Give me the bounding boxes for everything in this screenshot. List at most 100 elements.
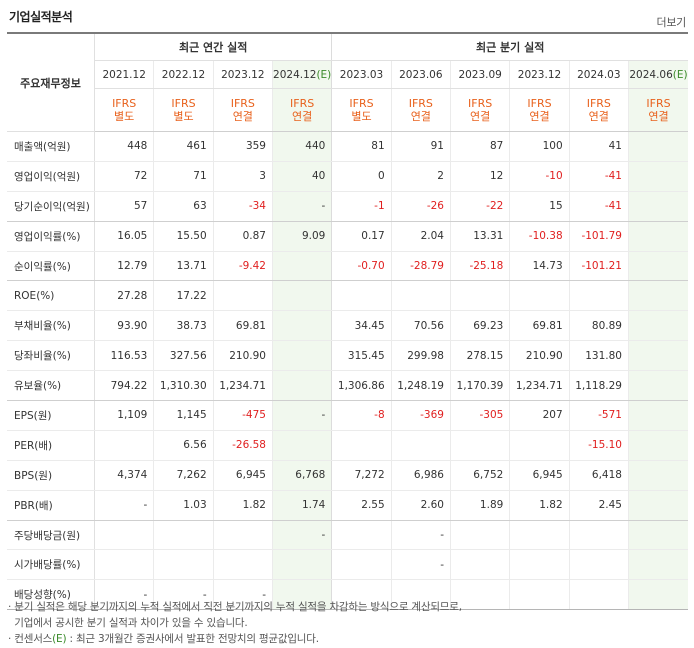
- table-cell: [390, 280, 451, 312]
- basis-label: 별도: [351, 110, 372, 123]
- table-cell: 6,768: [271, 460, 333, 491]
- basis-label: 별도: [173, 110, 194, 123]
- table-cell: [627, 400, 688, 431]
- period-date: 2022.12: [161, 68, 206, 81]
- row-label: 순이익률(%): [7, 251, 95, 282]
- table-cell: 34.45: [331, 310, 392, 342]
- table-cell: [94, 520, 154, 551]
- ifrs-label: IFRS: [290, 97, 315, 110]
- row-label: BPS(원): [7, 460, 95, 491]
- table-cell: [568, 520, 629, 551]
- table-cell: 299.98: [390, 340, 451, 372]
- table-cell: -10.38: [509, 221, 570, 252]
- table-cell: -475: [212, 400, 273, 431]
- row-label: 주당배당금(원): [7, 520, 95, 551]
- table-cell: [627, 251, 688, 282]
- basis-label: 연결: [529, 110, 550, 123]
- table-cell: 1.74: [271, 490, 333, 521]
- table-row: 유보율(%) 794.22 1,310.30 1,234.71 1,306.86 1,24…: [7, 370, 688, 402]
- table-cell: [449, 520, 510, 551]
- table-cell: -28.79: [390, 251, 451, 282]
- table-cell: 41: [568, 131, 629, 162]
- table-cell: -1: [331, 191, 392, 222]
- period-header: 2023.09: [449, 60, 510, 89]
- row-label: 영업이익률(%): [7, 221, 95, 252]
- table-row: 당좌비율(%) 116.53 327.56 210.90 315.45 299.98 278…: [7, 340, 688, 372]
- period-date: 2023.09: [458, 68, 502, 81]
- table-cell: 1,234.71: [212, 370, 273, 402]
- table-cell: [271, 579, 333, 611]
- table-cell: [449, 549, 510, 581]
- table-cell: 13.71: [153, 251, 214, 282]
- table-cell: 12.79: [94, 251, 154, 282]
- table-cell: [509, 579, 570, 611]
- row-label: 당기순이익(억원): [7, 191, 95, 222]
- accounting-basis: IFRS 연결: [449, 88, 510, 132]
- table-cell: [627, 280, 688, 312]
- table-cell: 12: [449, 161, 510, 192]
- estimate-mark: (E): [316, 68, 332, 81]
- estimate-mark: (E): [672, 68, 688, 81]
- ifrs-label: IFRS: [586, 97, 611, 110]
- table-cell: [509, 549, 570, 581]
- table-cell: 80.89: [568, 310, 629, 342]
- accounting-basis: IFRS 연결: [390, 88, 451, 132]
- accounting-basis: IFRS 별도: [331, 88, 392, 132]
- table-cell: -34: [212, 191, 273, 222]
- table-cell: 40: [271, 161, 333, 192]
- table-cell: 2.55: [331, 490, 392, 521]
- footnote-quarterly-cont: 기업에서 공시한 분기 실적과 차이가 있을 수 있습니다.: [8, 615, 462, 631]
- table-cell: 461: [153, 131, 214, 162]
- table-cell: 2: [390, 161, 451, 192]
- row-label: EPS(원): [7, 400, 95, 431]
- table-row: 매출액(억원) 448 461 359 440 81 91 87 100 41: [7, 131, 688, 162]
- table-cell: 1.03: [153, 490, 214, 521]
- table-cell: [271, 251, 333, 282]
- table-cell: 27.28: [94, 280, 154, 312]
- table-cell: 6,945: [212, 460, 273, 491]
- table-cell: 91: [390, 131, 451, 162]
- table-cell: [271, 430, 333, 461]
- period-header: 2023.06: [390, 60, 451, 89]
- table-cell: 69.23: [449, 310, 510, 342]
- ifrs-label: IFRS: [527, 97, 552, 110]
- table-cell: -10: [509, 161, 570, 192]
- table-cell: [568, 280, 629, 312]
- table-cell: 1.89: [449, 490, 510, 521]
- table-cell: -41: [568, 191, 629, 222]
- table-cell: [627, 430, 688, 461]
- basis-label: 연결: [588, 110, 609, 123]
- period-header: 2024.03: [568, 60, 629, 89]
- table-cell: 0: [331, 161, 392, 192]
- table-row: 영업이익(억원) 72 71 3 40 0 2 12 -10 -41: [7, 161, 688, 192]
- table-row: PER(배) 6.56 -26.58 -15.10: [7, 430, 688, 461]
- table-cell: 1,310.30: [153, 370, 214, 402]
- table-cell: [271, 340, 333, 372]
- table-cell: 7,272: [331, 460, 392, 491]
- footnotes: · 분기 실적은 해당 분기까지의 누적 실적에서 직전 분기까지의 누적 실적…: [8, 599, 462, 647]
- period-date: 2024.06: [629, 68, 673, 81]
- row-label: 영업이익(억원): [7, 161, 95, 192]
- period-header: 2023.12: [509, 60, 570, 89]
- period-header: 2024.12(E): [271, 60, 333, 89]
- more-link[interactable]: 더보기: [656, 16, 687, 29]
- table-row: 영업이익률(%) 16.05 15.50 0.87 9.09 0.17 2.04 13.31-…: [7, 221, 688, 252]
- table-cell: 6,945: [509, 460, 570, 491]
- table-cell: [568, 549, 629, 581]
- table-cell: -: [153, 579, 214, 611]
- period-date: 2024.12: [273, 68, 317, 81]
- table-cell: [509, 520, 570, 551]
- row-label: 유보율(%): [7, 370, 95, 402]
- table-cell: [449, 430, 510, 461]
- basis-label: 연결: [292, 110, 313, 123]
- ifrs-label: IFRS: [112, 97, 137, 110]
- table-cell: [331, 579, 392, 611]
- table-cell: [331, 549, 392, 581]
- table-cell: 14.73: [509, 251, 570, 282]
- period-date: 2023.03: [339, 68, 384, 81]
- table-cell: 69.81: [509, 310, 570, 342]
- table-cell: 1,145: [153, 400, 214, 431]
- table-cell: [627, 161, 688, 192]
- table-cell: [271, 280, 333, 312]
- footnote-consensus: · 컨센서스(E) : 최근 3개월간 증권사에서 발표한 전망치의 평균값입니…: [8, 633, 319, 645]
